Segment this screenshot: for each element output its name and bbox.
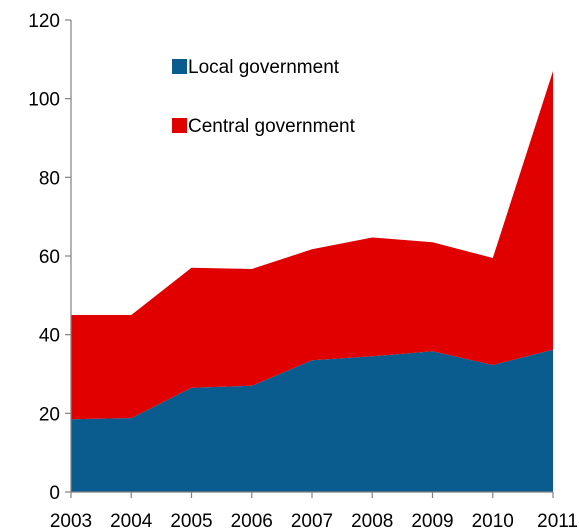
axes: 0 20 40 60 80 100 120 2003 2004 2005 2006 2007 2008 2… [28, 11, 578, 531]
legend-label: Local government [188, 57, 340, 78]
y-tick-label: 120 [28, 11, 60, 32]
x-tick-label: 2006 [231, 511, 273, 531]
legend: Local government Central government [172, 57, 356, 137]
x-tick-label: 2005 [170, 511, 212, 531]
x-tick-label: 2010 [472, 511, 514, 531]
legend-swatch [172, 118, 187, 133]
area-series-central-government [71, 71, 553, 420]
x-tick-label: 2011 [537, 511, 578, 531]
area-series-local-government [71, 349, 553, 492]
y-tick-label: 20 [39, 404, 60, 425]
x-tick-label: 2008 [351, 511, 393, 531]
legend-swatch [172, 59, 187, 74]
x-tick-label: 2009 [411, 511, 453, 531]
y-tick-label: 80 [39, 168, 60, 189]
x-tick-label: 2003 [50, 511, 92, 531]
x-tick-label: 2007 [291, 511, 333, 531]
y-tick-label: 100 [28, 90, 60, 111]
legend-label: Central government [188, 116, 356, 137]
x-tick-label: 2004 [110, 511, 153, 531]
plot-areas [71, 71, 553, 492]
y-tick-label: 40 [39, 326, 60, 347]
y-tick-label: 0 [49, 483, 60, 504]
y-tick-label: 60 [39, 247, 60, 268]
